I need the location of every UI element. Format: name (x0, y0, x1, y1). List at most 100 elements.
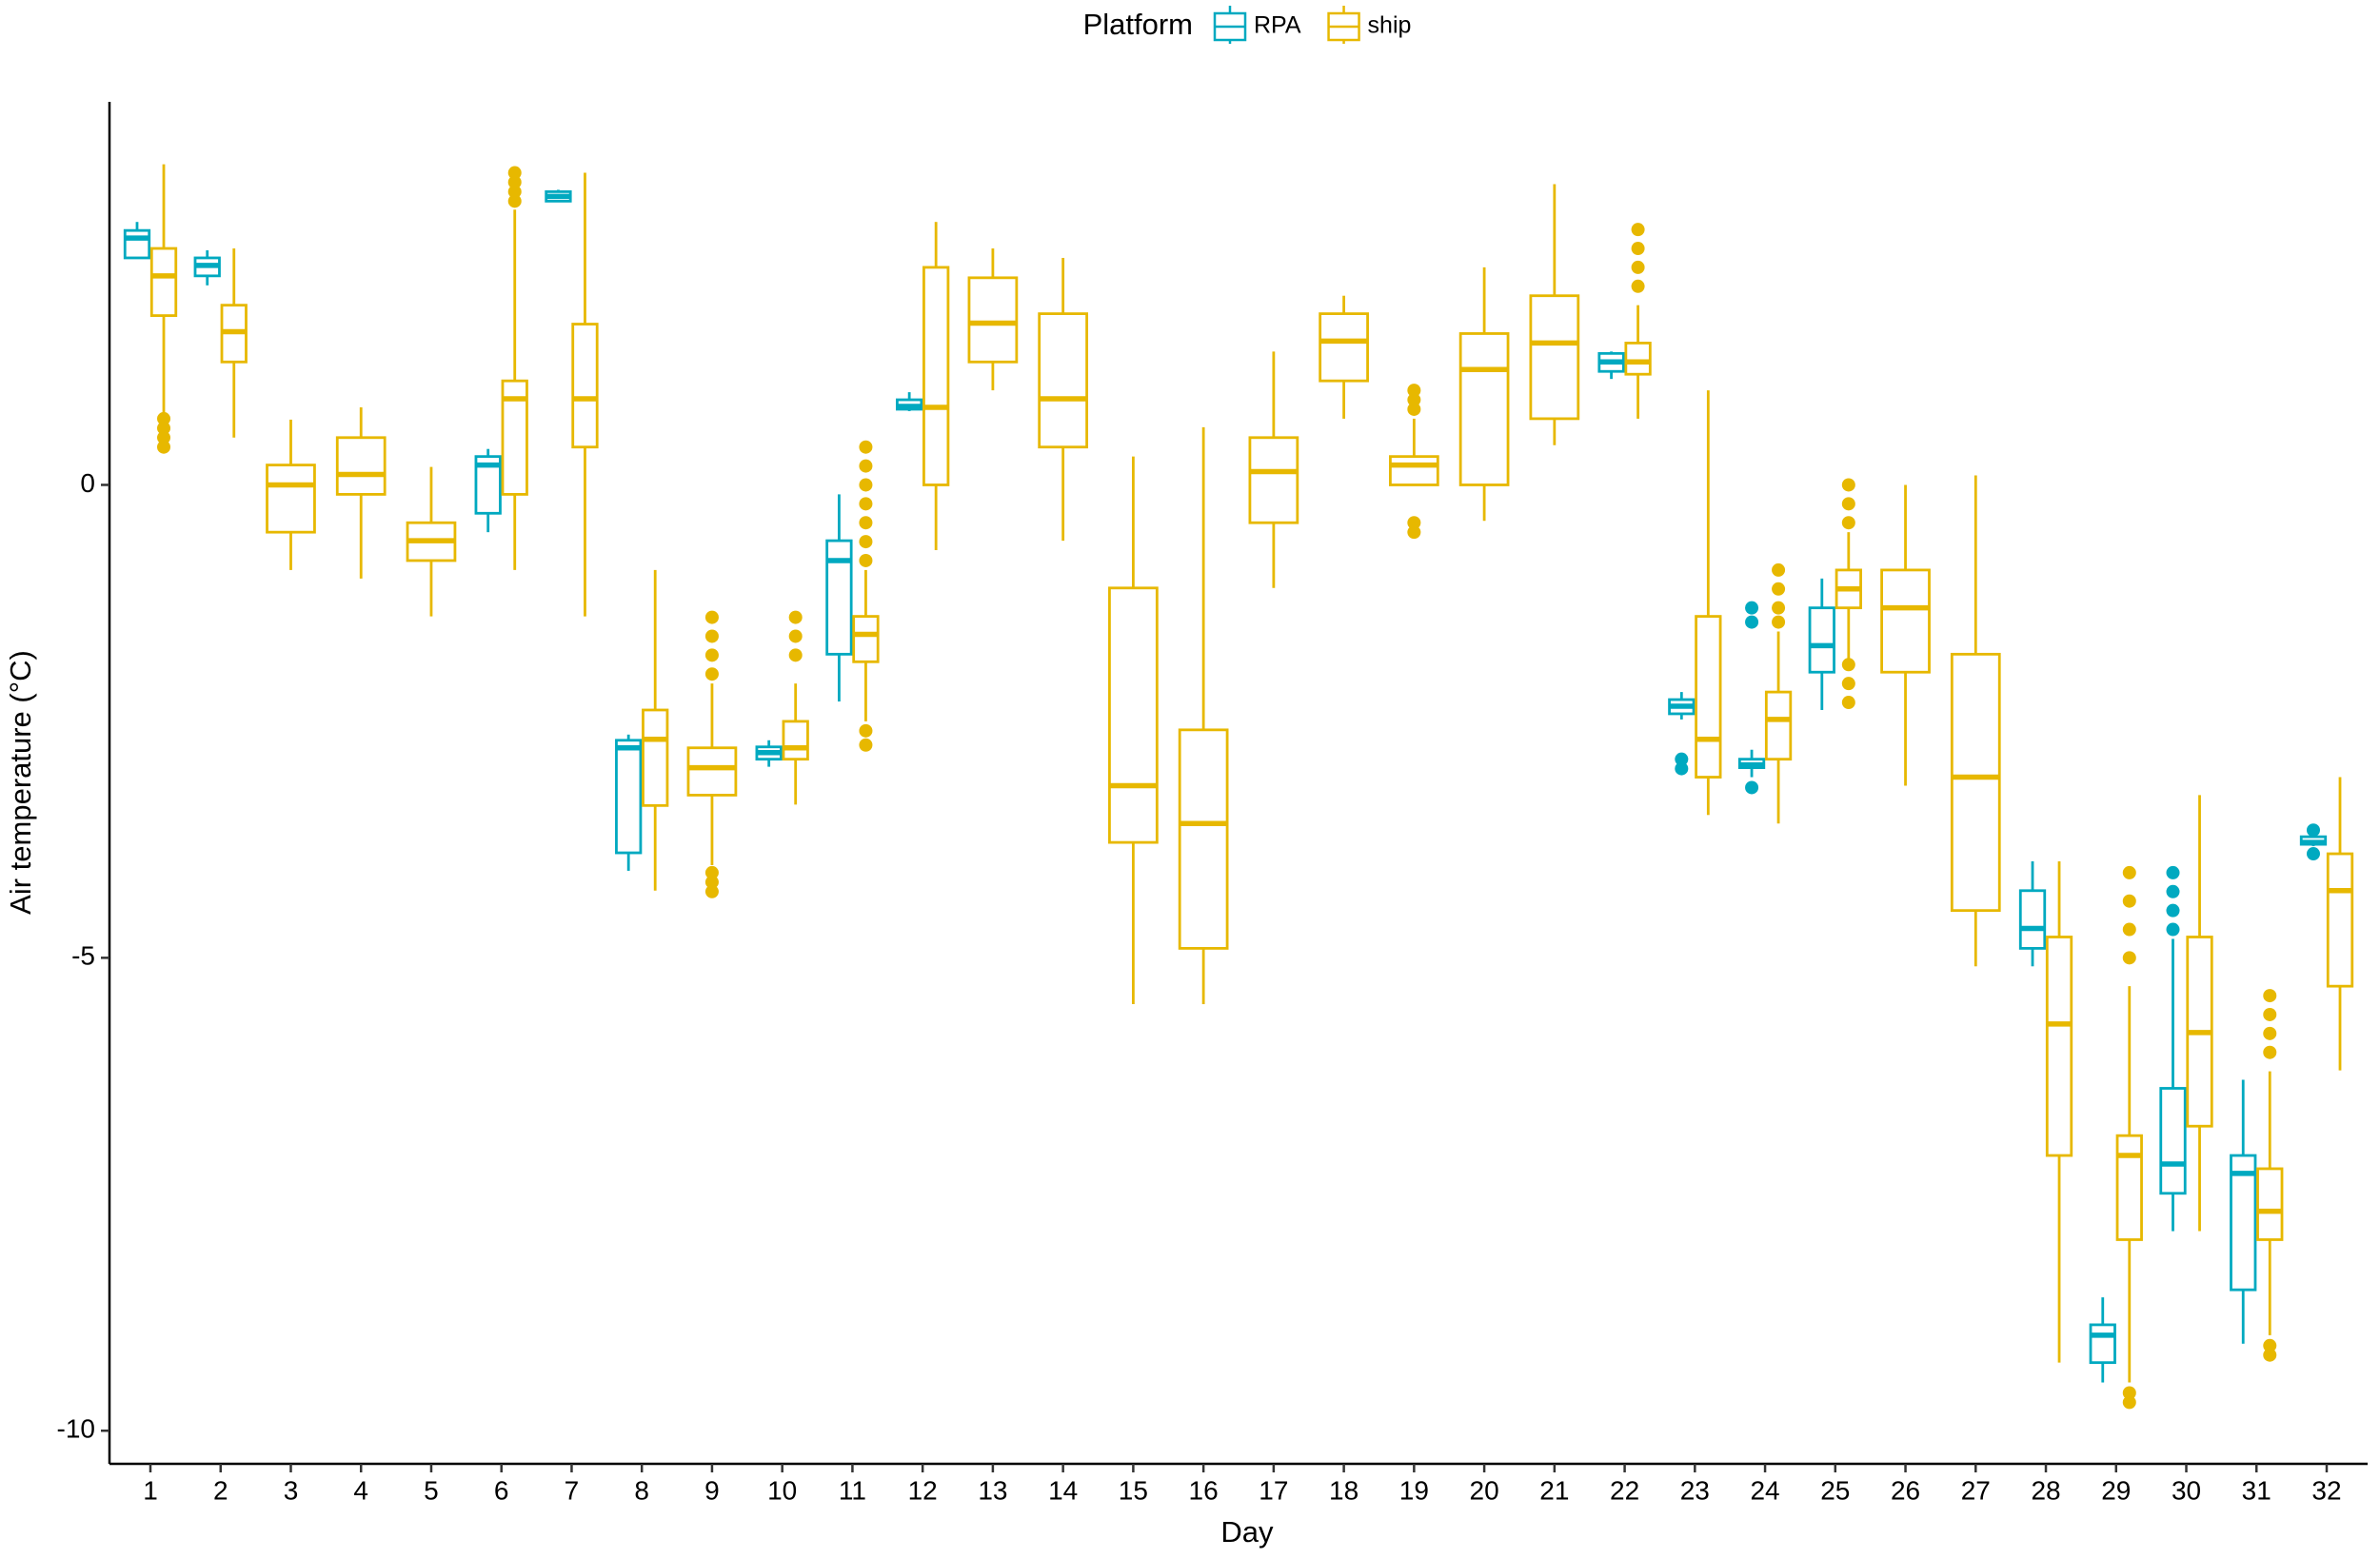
x-tick-label: 24 (1750, 1475, 1779, 1505)
box (1319, 312, 1369, 383)
x-tick-label: 12 (908, 1475, 938, 1505)
outlier (157, 411, 171, 425)
outlier (157, 421, 171, 435)
x-tick-label: 14 (1048, 1475, 1078, 1505)
x-tick-label: 27 (1961, 1475, 1991, 1505)
outlier (2166, 922, 2180, 937)
x-tick-label: 7 (565, 1475, 580, 1505)
outlier (1407, 516, 1421, 530)
box (2256, 1167, 2284, 1241)
x-tick-label: 30 (2172, 1475, 2201, 1505)
outlier (1841, 696, 1855, 710)
box (967, 276, 1019, 364)
outlier (859, 440, 873, 454)
outlier (859, 738, 873, 752)
y-tick-label: 0 (80, 468, 95, 498)
box (1178, 728, 1229, 950)
outlier (2166, 884, 2180, 898)
box (1624, 342, 1652, 376)
box (852, 615, 880, 663)
box (782, 720, 809, 761)
outlier (859, 478, 873, 492)
outlier (1841, 516, 1855, 530)
x-tick-label: 19 (1399, 1475, 1429, 1505)
outlier (1675, 752, 1689, 766)
x-tick-label: 28 (2031, 1475, 2060, 1505)
outlier (704, 629, 719, 643)
box (335, 436, 387, 496)
x-tick-label: 21 (1539, 1475, 1569, 1505)
box (1038, 312, 1088, 449)
outlier (2122, 922, 2136, 937)
legend-title: Platform (1083, 8, 1193, 41)
outlier (1772, 562, 1786, 577)
box (571, 323, 599, 449)
legend-label: ship (1368, 12, 1412, 39)
y-axis-title: Air temperature (°C) (4, 650, 37, 915)
box (1695, 615, 1722, 779)
outlier (2166, 865, 2180, 879)
outlier (859, 553, 873, 567)
box (123, 228, 151, 260)
x-tick-label: 26 (1891, 1475, 1920, 1505)
outlier (2122, 1395, 2136, 1410)
x-tick-label: 32 (2311, 1475, 2341, 1505)
outlier (859, 459, 873, 473)
x-tick-label: 25 (1820, 1475, 1850, 1505)
outlier (1841, 497, 1855, 511)
box (2159, 1087, 2187, 1195)
y-tick-label: -5 (71, 941, 95, 971)
outlier (1631, 260, 1645, 274)
x-tick-label: 11 (839, 1475, 866, 1505)
box (2326, 852, 2354, 988)
outlier (1675, 761, 1689, 776)
outlier (1631, 242, 1645, 256)
x-axis-title: Day (1220, 1515, 1274, 1549)
outlier (2166, 903, 2180, 918)
outlier (1745, 601, 1759, 615)
outlier (1841, 658, 1855, 672)
outlier (1631, 279, 1645, 293)
outlier (859, 535, 873, 549)
legend-label: RPA (1254, 12, 1301, 39)
x-tick-label: 15 (1119, 1475, 1148, 1505)
outlier (859, 516, 873, 530)
outlier (1841, 677, 1855, 691)
box (1389, 455, 1439, 486)
x-tick-label: 29 (2101, 1475, 2131, 1505)
outlier (157, 430, 171, 444)
x-tick-label: 31 (2242, 1475, 2271, 1505)
x-tick-label: 2 (213, 1475, 228, 1505)
x-tick-label: 1 (143, 1475, 158, 1505)
outlier (157, 440, 171, 454)
outlier (1772, 601, 1786, 615)
x-tick-label: 16 (1189, 1475, 1219, 1505)
outlier (2306, 823, 2320, 838)
outlier (704, 875, 719, 889)
box (1458, 332, 1510, 486)
box (1248, 436, 1299, 524)
outlier (788, 648, 803, 662)
x-tick-label: 17 (1259, 1475, 1288, 1505)
outlier (2263, 1045, 2277, 1059)
outlier (1745, 780, 1759, 795)
outlier (859, 497, 873, 511)
outlier (2122, 894, 2136, 908)
outlier (1631, 223, 1645, 237)
outlier (1407, 384, 1421, 398)
outlier (507, 175, 522, 189)
outlier (1407, 393, 1421, 407)
outlier (2122, 865, 2136, 879)
outlier (1841, 478, 1855, 492)
outlier (507, 185, 522, 199)
outlier (2122, 1386, 2136, 1400)
box (2018, 889, 2047, 950)
box (266, 464, 316, 534)
outlier (704, 610, 719, 624)
x-tick-label: 18 (1329, 1475, 1359, 1505)
x-tick-label: 8 (634, 1475, 649, 1505)
outlier (788, 629, 803, 643)
x-tick-label: 9 (704, 1475, 720, 1505)
x-tick-label: 13 (978, 1475, 1007, 1505)
